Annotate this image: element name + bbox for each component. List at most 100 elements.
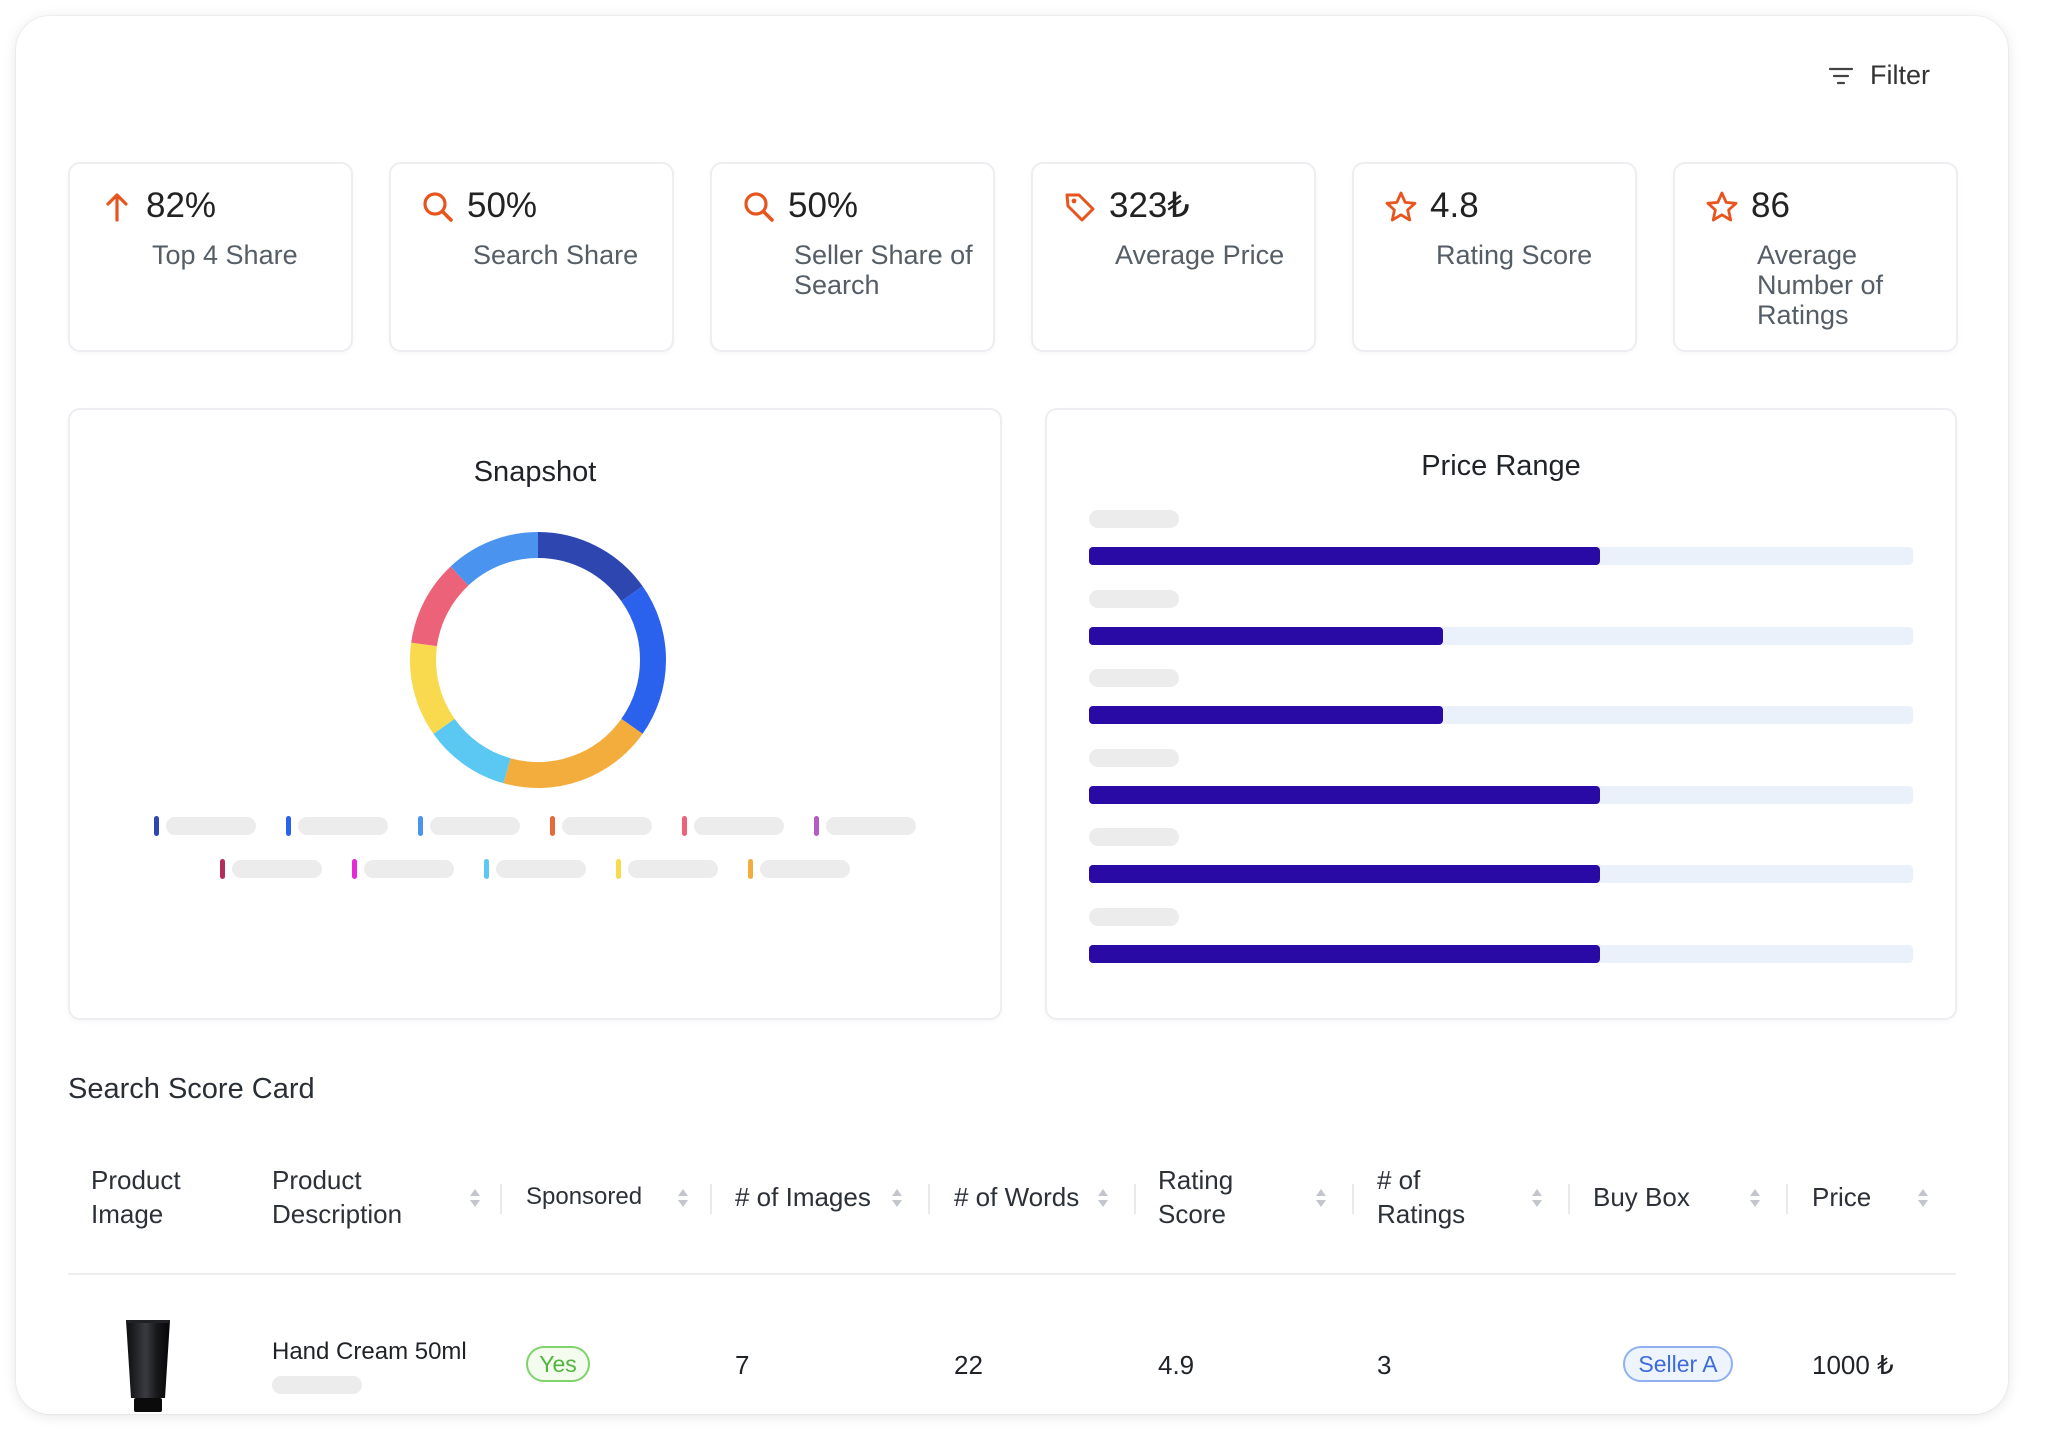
donut-slice-5[interactable] [410, 642, 455, 734]
price-range-track [1089, 785, 1913, 804]
search-icon [744, 192, 774, 222]
price-range-label-placeholder [1089, 669, 1179, 687]
column-header-number-of-images[interactable]: # of Images [735, 1182, 871, 1212]
kpi-label: Average Number of Ratings [1757, 240, 1884, 330]
legend-label-placeholder [826, 817, 916, 835]
sort-icon[interactable] [1530, 1187, 1544, 1209]
price-range-track [1089, 706, 1913, 724]
legend-item[interactable] [682, 816, 792, 836]
kpi-card-average-number-of-ratings: 86 Average Number of Ratings [1673, 162, 1958, 352]
legend-label-placeholder [298, 817, 388, 835]
images-count: 7 [735, 1350, 750, 1380]
legend-label-placeholder [628, 860, 718, 878]
search-score-card-title: Search Score Card [68, 1073, 315, 1105]
donut-slice-3[interactable] [503, 718, 643, 788]
price-range-label-placeholder [1089, 510, 1179, 528]
star-icon [1706, 191, 1738, 222]
legend-label-placeholder [760, 860, 850, 878]
donut-slice-1[interactable] [537, 532, 643, 602]
price-range-label-placeholder [1089, 907, 1179, 926]
sort-icon[interactable] [676, 1187, 690, 1209]
price-value: 1000 ₺ [1812, 1350, 1894, 1380]
legend-label-placeholder [496, 860, 586, 878]
snapshot-card: Snapshot [68, 408, 1002, 1020]
sort-icon[interactable] [1314, 1187, 1328, 1209]
legend-swatch [418, 816, 423, 836]
legend-item[interactable] [814, 816, 924, 836]
column-divider [500, 1184, 502, 1214]
words-count: 22 [954, 1350, 983, 1380]
price-range-bar[interactable] [1089, 944, 1600, 963]
legend-label-placeholder [694, 817, 784, 835]
legend-item[interactable] [352, 859, 462, 879]
column-header-buy-box[interactable]: Buy Box [1593, 1182, 1690, 1212]
column-header-product-description[interactable]: Product Description [272, 1165, 403, 1229]
legend-swatch [286, 816, 291, 836]
sort-icon[interactable] [1916, 1187, 1930, 1209]
column-divider [710, 1184, 712, 1214]
price-range-bar[interactable] [1089, 547, 1600, 565]
price-range-card: Price Range [1045, 408, 1957, 1020]
sort-icon[interactable] [1748, 1187, 1762, 1209]
arrow-up-icon [106, 193, 128, 222]
legend-item[interactable] [286, 816, 396, 836]
kpi-label: Seller Share of Search [794, 240, 973, 300]
donut-slice-2[interactable] [621, 586, 666, 734]
legend-item[interactable] [418, 816, 528, 836]
legend-item[interactable] [616, 859, 726, 879]
sort-icon[interactable] [1096, 1187, 1110, 1209]
search-icon [423, 192, 453, 222]
legend-swatch [154, 816, 159, 836]
legend-swatch [484, 859, 489, 879]
price-range-track [1089, 865, 1913, 883]
star-icon [1385, 191, 1417, 222]
column-header-sponsored[interactable]: Sponsored [526, 1183, 643, 1210]
kpi-label: Top 4 Share [152, 240, 298, 270]
filter-button[interactable]: Filter [1826, 60, 1930, 91]
kpi-card-seller-share-of-search: 50% Seller Share of Search [710, 162, 995, 352]
rating-score: 4.9 [1158, 1350, 1195, 1380]
legend-swatch [682, 816, 687, 836]
sort-icon[interactable] [468, 1187, 482, 1209]
legend-item[interactable] [550, 816, 660, 836]
description-placeholder [272, 1376, 362, 1394]
price-range-track [1089, 547, 1913, 565]
product-description: Hand Cream 50ml [272, 1338, 467, 1365]
kpi-label: Average Price [1115, 240, 1285, 270]
legend-item[interactable] [154, 816, 264, 836]
donut-slice-7[interactable] [450, 532, 539, 586]
column-divider [1786, 1184, 1788, 1214]
legend-swatch [352, 859, 357, 879]
legend-item[interactable] [748, 859, 858, 879]
legend-item[interactable] [484, 859, 594, 879]
buy-box-badge[interactable]: Seller A [1623, 1346, 1733, 1382]
filter-label: Filter [1870, 60, 1930, 90]
column-header-number-of-words[interactable]: # of Words [954, 1182, 1080, 1212]
price-range-label-placeholder [1089, 589, 1179, 608]
legend-label-placeholder [430, 817, 520, 835]
column-header-price[interactable]: Price [1812, 1182, 1872, 1212]
donut-slice-4[interactable] [433, 718, 511, 784]
kpi-card-average-price: 323₺ Average Price [1031, 162, 1316, 352]
ratings-count: 3 [1377, 1350, 1392, 1380]
column-divider [1352, 1184, 1354, 1214]
price-range-bar[interactable] [1089, 785, 1600, 804]
filter-icon [1828, 67, 1854, 84]
legend-label-placeholder [562, 817, 652, 835]
sort-icon[interactable] [890, 1187, 904, 1209]
legend-label-placeholder [364, 860, 454, 878]
donut-slice-6[interactable] [411, 566, 469, 647]
price-range-title: Price Range [1421, 450, 1581, 482]
column-header-rating-score[interactable]: Rating Score [1158, 1165, 1234, 1229]
column-header-number-of-ratings[interactable]: # of Ratings [1377, 1165, 1466, 1229]
price-range-bar[interactable] [1089, 706, 1444, 724]
kpi-value: 50% [788, 186, 859, 225]
legend-item[interactable] [220, 859, 330, 879]
snapshot-title: Snapshot [473, 456, 597, 488]
price-tag-icon [1065, 193, 1095, 222]
table-header-divider [68, 1273, 1956, 1275]
price-range-track [1089, 626, 1913, 645]
snapshot-donut-chart [410, 532, 666, 788]
price-range-bar[interactable] [1089, 865, 1600, 883]
price-range-bar[interactable] [1089, 626, 1444, 645]
